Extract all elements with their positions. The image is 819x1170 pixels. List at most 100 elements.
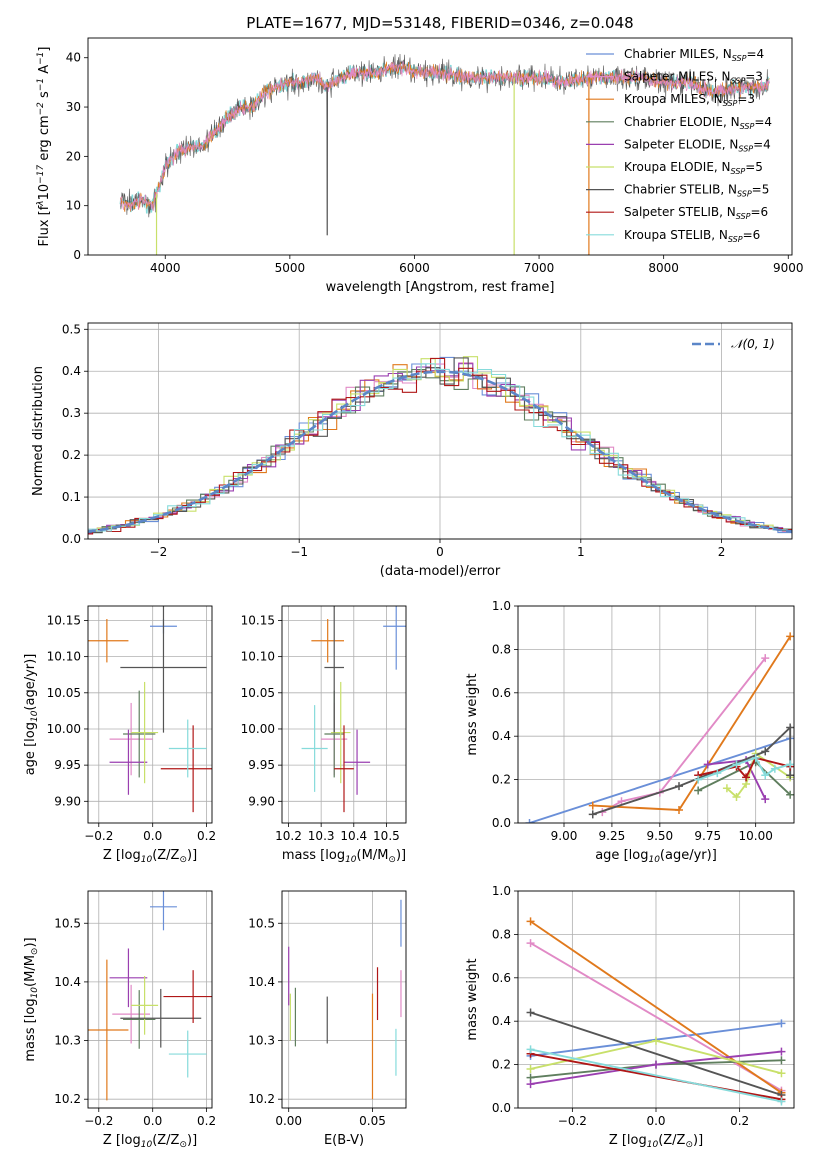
series-marker-0	[526, 1080, 535, 1089]
legend-tail: =4	[753, 137, 771, 151]
series-marker-1	[652, 1060, 660, 1069]
x-tick-label-1: 9.25	[599, 829, 626, 843]
y-axis-label-part: Flux [f	[37, 205, 52, 246]
y-tick-label-5: 10.15	[241, 613, 275, 627]
y-tick-label-5: 1.0	[492, 884, 511, 898]
y-axis-label: Flux [fλ10−17 erg cm−2 s−1 A−1]	[36, 47, 52, 247]
x-axis-label-part: (Z/Z	[658, 1133, 685, 1148]
legend-sub: SSP	[731, 77, 746, 86]
y-axis-label-part: )]	[23, 937, 38, 947]
x-tick-label-2: 0.2	[197, 1114, 216, 1128]
legend-label-chabrier-elodie: Chabrier ELODIE, NSSP=4	[624, 115, 772, 131]
y-tick-label-2: 10.00	[47, 722, 81, 736]
panel-spectrum: 4000 5000 6000 7000 8000 9000 0 10 20 30 40 wavelen…	[36, 37, 804, 295]
x-axis-label: wavelength [Angstrom, rest frame]	[326, 280, 555, 295]
x-tick-label-2: 0.2	[730, 1114, 749, 1128]
x-axis-label: Z [log10(Z/Z⊙)]	[609, 1133, 703, 1150]
y-tick-label-2: 10.4	[54, 975, 81, 989]
legend-name: Kroupa MILES, N	[624, 92, 723, 106]
series-marker-2	[777, 1056, 786, 1065]
legend-sub: SSP	[732, 54, 747, 63]
x-tick-label-1: 0.0	[143, 829, 162, 843]
axes-frame	[87, 37, 793, 256]
y-tick-label-3: 10.05	[241, 686, 275, 700]
errorbar-salpeter-stelib	[160, 725, 212, 813]
y-axis-label: mass [log10(M/M⊙)]	[23, 937, 40, 1061]
y-tick-label-1: 0.2	[492, 1058, 511, 1072]
x-axis-label-part: 10	[648, 855, 660, 865]
y-tick-label-4: 0.4	[62, 364, 81, 378]
legend-name: Kroupa ELODIE, N	[624, 160, 731, 174]
series-marker-2	[786, 790, 794, 799]
figure-title: PLATE=1677, MJD=53148, FIBERID=0346, z=0…	[246, 14, 633, 32]
errorbar-kroupa-miles	[88, 959, 129, 1101]
x-axis-label-part: (age/yr)]	[660, 848, 717, 863]
plot-area	[88, 606, 212, 813]
series-marker-2	[777, 1047, 786, 1056]
series-marker-2	[786, 632, 794, 641]
x-axis-label-part: Z [log	[103, 1133, 141, 1148]
x-axis-label: E(B-V)	[324, 1133, 364, 1148]
errorbar-salpeter-stelib	[334, 725, 354, 813]
y-tick-label-0: 9.90	[54, 794, 81, 808]
x-axis-label-part: mass [log	[282, 848, 345, 863]
x-tick-label-1: 5000	[275, 261, 306, 275]
y-tick-label-1: 10	[66, 199, 81, 213]
x-tick-label-4: 10.00	[738, 829, 772, 843]
legend-name: Salpeter ELODIE, N	[624, 137, 738, 151]
x-tick-label-0: −0.2	[84, 1114, 113, 1128]
y-axis-label-part: s	[37, 91, 52, 102]
x-axis-label: age [log10(age/yr)]	[595, 848, 717, 865]
errorbar-chabrier-stelib	[120, 988, 202, 1048]
series-marker-2	[742, 773, 751, 782]
series-line	[530, 1052, 782, 1101]
y-tick-label-0: 0.0	[492, 816, 511, 830]
y-axis-label-part: 10	[37, 184, 52, 201]
errorbar-kroupa-miles	[311, 619, 344, 663]
x-tick-label-0: 0.00	[275, 1114, 302, 1128]
y-tick-label-0: 10.2	[248, 1092, 275, 1106]
y-axis-label: age [log10(age/yr)]	[23, 654, 40, 776]
y-axis-label-part: mass [log	[23, 998, 38, 1061]
y-tick-label-1: 9.95	[248, 758, 275, 772]
x-tick-label-3: 1	[577, 545, 585, 559]
panel-age-vs-mass: 10.2 10.3 10.4 10.5 9.90 9.95 10.00 10.05 10.10 1…	[241, 605, 407, 865]
errorbar-salpeter-stelib	[163, 970, 212, 1023]
x-axis-label-part: ⊙	[685, 1140, 693, 1150]
x-axis-label: (data-model)/error	[380, 564, 501, 579]
y-tick-label-5: 1.0	[492, 599, 511, 613]
series-line	[529, 737, 791, 823]
normal-legend-label: 𝒩(0, 1)	[731, 337, 775, 351]
legend-sub: SSP	[736, 212, 751, 221]
plot-area	[88, 891, 212, 1101]
errorbar-salpeter-miles	[112, 984, 150, 1044]
x-axis-label: mass [log10(M/M⊙)]	[282, 848, 406, 865]
legend-sub: SSP	[740, 122, 755, 131]
legend-name: Chabrier STELIB, N	[624, 183, 737, 197]
axes-frame	[87, 890, 213, 1109]
y-tick-label-3: 30	[66, 100, 81, 114]
y-axis-label-part: λ	[36, 200, 46, 206]
spectrum-line-salpeter-miles	[120, 61, 770, 212]
x-axis-label-part: (M/M	[357, 848, 389, 863]
y-tick-label-3: 10.05	[47, 686, 81, 700]
y-tick-label-4: 40	[66, 51, 81, 65]
series-marker-2	[761, 795, 770, 804]
axes-frame	[517, 605, 795, 824]
y-tick-label-3: 10.5	[248, 916, 275, 930]
legend-name: Salpeter MILES, N	[624, 70, 731, 84]
errorbar-kroupa-elodie	[131, 681, 159, 784]
x-axis-label-part: )]	[187, 1133, 197, 1148]
y-axis-label-part: ⊙	[30, 948, 40, 956]
y-axis-label-part: −1	[36, 78, 46, 91]
legend-label-salpeter-miles: Salpeter MILES, NSSP=3	[624, 70, 763, 86]
legend-name: Kroupa STELIB, N	[624, 228, 728, 242]
y-tick-label-4: 10.10	[47, 650, 81, 664]
plot-area	[88, 356, 792, 535]
plot-area	[301, 606, 406, 813]
y-axis-label: mass weight	[465, 958, 480, 1040]
errorbar-kroupa-elodie	[131, 976, 159, 1035]
plot-area	[526, 917, 786, 1106]
x-tick-label-2: 9.50	[646, 829, 673, 843]
plot-area	[119, 53, 771, 255]
